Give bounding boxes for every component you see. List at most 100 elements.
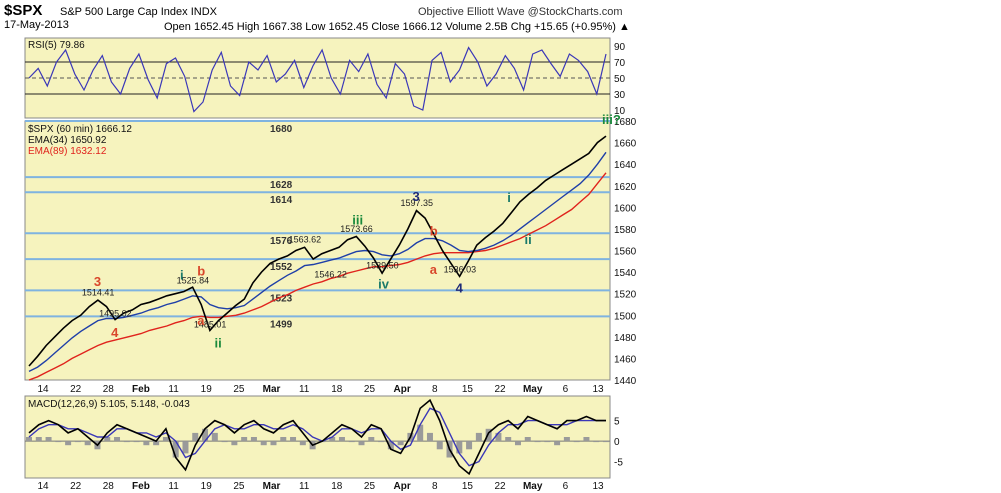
macd-histogram-bar [65, 441, 72, 446]
macd-histogram-bar [417, 424, 424, 442]
macd-tick-label: 0 [614, 437, 620, 448]
x-tick-label: 14 [37, 481, 49, 492]
price-tick-label: 1460 [614, 354, 637, 365]
macd-histogram-bar [35, 437, 42, 442]
macd-histogram-bar [104, 437, 111, 442]
x-tick-label: 14 [37, 384, 49, 395]
x-tick-label: 22 [494, 481, 506, 492]
price-tick-label: 1500 [614, 311, 637, 322]
rsi-tick-label: 30 [614, 90, 626, 101]
macd-histogram-bar [133, 441, 140, 443]
wave-label: 4 [456, 281, 464, 296]
macd-histogram-bar [397, 441, 404, 446]
macd-panel-bg [24, 395, 611, 479]
price-tick-label: 1680 [614, 117, 637, 128]
price-annotation: 1525.84 [177, 275, 210, 285]
x-tick-label: 8 [432, 384, 438, 395]
macd-histogram-bar [74, 441, 81, 443]
ema34-line [28, 151, 607, 373]
x-tick-label: Apr [394, 384, 411, 395]
macd-histogram-bar [182, 441, 189, 454]
macd-histogram-bar [505, 437, 512, 442]
wave-label: b [197, 263, 205, 278]
macd-histogram-bar [593, 441, 600, 443]
x-tick-label: 28 [103, 481, 115, 492]
price-annotation: 1573.66 [340, 224, 373, 234]
chart-symbol: $SPX [4, 2, 43, 19]
macd-histogram-bar [153, 441, 160, 446]
macd-histogram-bar [426, 432, 433, 442]
rsi-title: RSI(5) 79.86 [28, 40, 85, 51]
price-panel: 1440 1460 1480 1500 1520 1540 1560 1580 1600 1620… [24, 112, 637, 387]
x-tick-label: May [523, 481, 543, 492]
macd-histogram-bar [368, 437, 375, 442]
macd-histogram-bar [534, 441, 541, 443]
macd-histogram-bar [143, 441, 150, 446]
price-tick-label: 1640 [614, 160, 637, 171]
macd-histogram-bar [544, 441, 551, 443]
x-tick-label: 6 [563, 384, 569, 395]
macd-histogram-bar [563, 437, 570, 442]
macd-histogram-bar [231, 441, 238, 446]
x-axis-price: 14 22 28 Feb 11 19 25 Mar 11 18 25 Apr 8 15 22 May 6 13 [37, 384, 604, 395]
macd-histogram-bar [348, 441, 355, 443]
macd-histogram-bar [280, 437, 287, 442]
macd-histogram-bar [514, 441, 521, 446]
index-fullname: S&P 500 Large Cap Index [60, 6, 188, 18]
fib-level-label: 1628 [270, 180, 293, 191]
macd-histogram-bar [84, 441, 91, 446]
macd-histogram-bar [329, 437, 336, 442]
macd-histogram-bar [475, 432, 482, 442]
macd-histogram-bar [436, 441, 443, 450]
price-tick-label: 1620 [614, 182, 637, 193]
macd-tick-label: 5 [614, 417, 620, 428]
x-tick-label: 11 [168, 384, 179, 395]
macd-histogram-bar [202, 428, 209, 442]
price-tick-label: 1540 [614, 268, 637, 279]
price-panel-bg [24, 120, 611, 381]
fib-level-label: 1499 [270, 319, 293, 330]
macd-histogram-bar [221, 441, 228, 443]
x-tick-label: 19 [201, 384, 213, 395]
x-tick-label: 22 [70, 481, 82, 492]
x-tick-label: 11 [168, 481, 179, 492]
macd-histogram-bar [211, 432, 218, 442]
macd-histogram-bar [270, 441, 277, 446]
macd-histogram-bar [250, 437, 257, 442]
chart-date: 17-May-2013 [4, 19, 69, 31]
price-tick-label: 1660 [614, 139, 637, 150]
macd-histogram-bar [358, 441, 365, 446]
wave-label: a [197, 313, 205, 328]
macd-histogram-bar [583, 437, 590, 442]
fib-level-label: 1523 [270, 293, 293, 304]
macd-histogram-bar [456, 441, 463, 454]
macd-histogram-bar [338, 437, 345, 442]
macd-line [28, 398, 606, 476]
price-tick-label: 1520 [614, 290, 637, 301]
macd-histogram-bar [299, 441, 306, 446]
macd-histogram-bar [378, 441, 385, 443]
macd-histogram-bar [290, 437, 297, 442]
macd-histogram-bar [55, 441, 62, 443]
macd-histogram-bar [26, 437, 32, 442]
wave-label: iv [378, 276, 390, 291]
x-tick-label: 11 [299, 384, 310, 395]
price-annotation: 1536.03 [444, 264, 477, 274]
wave-label: ii [214, 336, 221, 351]
rsi-line [28, 46, 607, 113]
ema34-legend: EMA(34) 1650.92 [28, 135, 107, 146]
fib-level-label: 1552 [270, 262, 293, 273]
wave-label: 3 [413, 189, 420, 204]
x-tick-label: 18 [331, 481, 343, 492]
x-tick-label: 19 [201, 481, 213, 492]
wave-label: i [507, 190, 511, 205]
macd-histogram-bar [114, 437, 121, 442]
x-tick-label: Apr [394, 481, 411, 492]
macd-histogram-bar [387, 441, 394, 450]
wave-label: a [430, 262, 438, 277]
x-tick-label: Mar [263, 481, 281, 492]
x-tick-label: May [523, 384, 543, 395]
x-tick-label: 6 [563, 481, 569, 492]
rsi-tick-label: 70 [614, 58, 626, 69]
